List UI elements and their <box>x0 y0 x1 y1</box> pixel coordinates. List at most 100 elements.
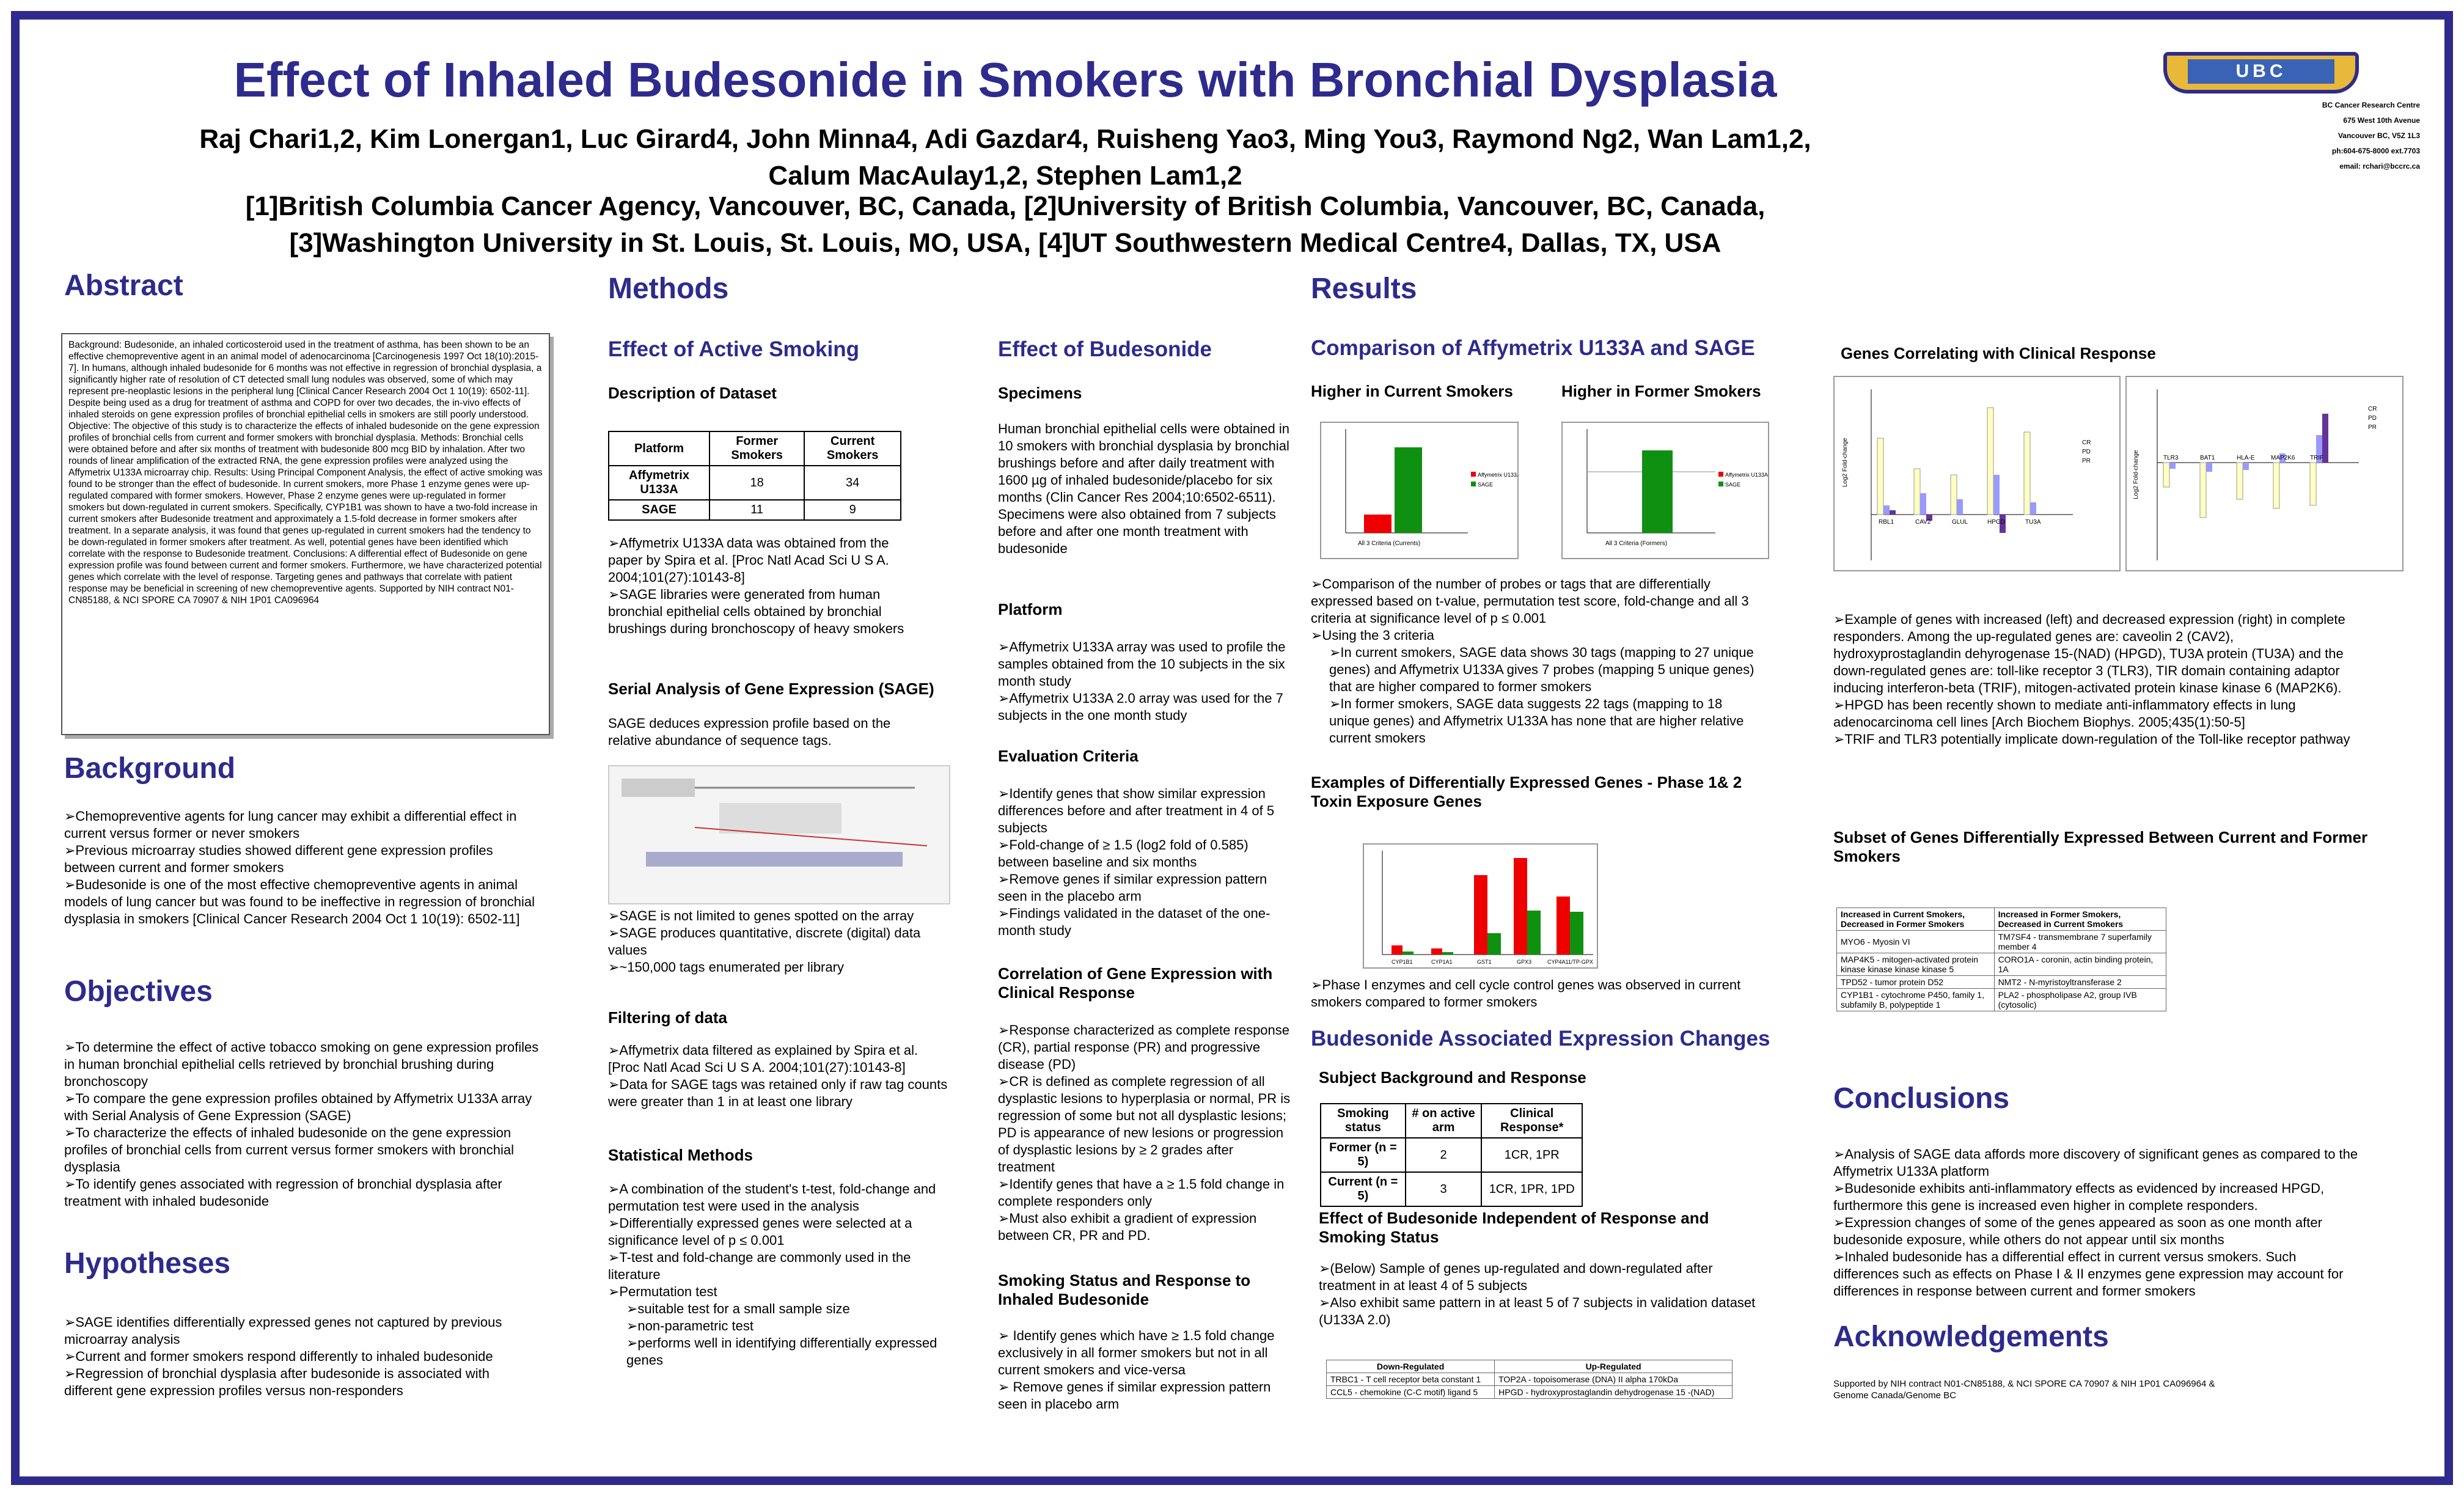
list-item: ➢Comparison of the number of probes or t… <box>1311 576 1749 626</box>
list-item: ➢Affymetrix data filtered as explained b… <box>608 1043 919 1075</box>
poster-frame <box>11 11 2453 1485</box>
table-cell: CORO1A - coronin, actin binding protein,… <box>1993 953 2167 976</box>
legend-pd: PD <box>2368 415 2377 422</box>
address-line: ph:604-675-8000 ext.7703 <box>2331 147 2420 155</box>
legend-pr: PR <box>2368 424 2377 431</box>
clinical-heading: Genes Correlating with Clinical Response <box>1841 344 2156 362</box>
status-heading: Smoking Status and Response to Inhaled B… <box>998 1271 1251 1308</box>
table-cell: MYO6 - Myosin VI <box>1836 930 1995 953</box>
sage-list: ➢SAGE is not limited to genes spotted on… <box>608 908 950 976</box>
table-cell: TOP2A - topoisomerase (DNA) II alpha 170… <box>1494 1373 1733 1386</box>
objectives-heading: Objectives <box>64 975 213 1008</box>
tick-label: GLUL <box>1952 519 1968 526</box>
current-x-label: All 3 Criteria (Currents) <box>1358 540 1420 547</box>
table-cell: CCL5 - chemokine (C-C motif) ligand 5 <box>1326 1385 1495 1399</box>
table-cell: 9 <box>804 499 901 521</box>
list-item: ➢To identify genes associated with regre… <box>64 1176 502 1209</box>
table-cell: 1CR, 1PR <box>1481 1137 1583 1173</box>
platform-heading: Platform <box>998 600 1063 618</box>
higher-current-heading: Higher in Current Smokers <box>1311 382 1513 400</box>
authors-line2: Calum MacAulay1,2, Stephen Lam1,2 <box>768 161 1242 191</box>
subject-table: Smoking status # on active arm Clinical Re… <box>1320 1103 1583 1207</box>
tick-label: GST1 <box>1477 959 1492 965</box>
abstract-box: Background: Budesonide, an inhaled corti… <box>61 333 550 735</box>
tick-label: HPGD <box>1987 519 2005 526</box>
list-item: ➢To compare the gene expression profiles… <box>64 1091 532 1123</box>
list-item: ➢Affymetrix U133A data was obtained from… <box>608 535 889 585</box>
legend-aff: Affymetrix U133A <box>1725 472 1768 478</box>
contact-address: BC Cancer Research Centre 675 West 10th A… <box>2157 98 2420 174</box>
platform-list: ➢Affymetrix U133A array was used to prof… <box>998 639 1291 724</box>
table-cell: Current (n = 5) <box>1320 1172 1406 1207</box>
list-item: ➢Current and former smokers respond diff… <box>64 1349 493 1364</box>
address-line: BC Cancer Research Centre <box>2322 101 2420 109</box>
clinical-up-svg: Log2 Fold-change RBL1 CAV2 GLUL HPGD TU3A CR… <box>1842 389 2091 560</box>
clinical-list: ➢Example of genes with increased (left) … <box>1833 611 2359 748</box>
budesonide-heading: Effect of Budesonide <box>998 337 1212 361</box>
list-item: ➢SAGE libraries were generated from huma… <box>608 587 904 636</box>
list-item: ➢SAGE produces quantitative, discrete (d… <box>608 925 921 958</box>
table-header: Increased in Former Smokers, Decreased i… <box>1993 908 2167 931</box>
tick-label: TRIF <box>2310 455 2323 461</box>
list-item: ➢non-parametric test <box>626 1318 754 1333</box>
independent-heading: Effect of Budesonide Independent of Resp… <box>1319 1209 1709 1246</box>
tick-label: BAT1 <box>2200 455 2215 461</box>
list-item: ➢Budesonide is one of the most effective… <box>64 877 535 926</box>
list-item: ➢TRIF and TLR3 potentially implicate dow… <box>1833 732 2350 747</box>
affil-line1: [1]British Columbia Cancer Agency, Vanco… <box>245 191 1766 221</box>
background-heading: Background <box>64 752 236 785</box>
toxin-genes-chart: CYP1B1 CYP1A1 GST1 GPX3 CYP4A11/TP-GPX <box>1363 843 1598 969</box>
table-cell: 11 <box>709 499 805 521</box>
budesonide-changes-heading: Budesonide Associated Expression Changes <box>1311 1027 1770 1050</box>
logo-text: UBC <box>2188 59 2334 84</box>
list-item: ➢To determine the effect of active tobac… <box>64 1040 539 1089</box>
tick-label: CAV2 <box>1915 519 1931 526</box>
background-list: ➢Chemopreventive agents for lung cancer … <box>64 808 547 928</box>
subject-heading: Subject Background and Response <box>1319 1068 1586 1087</box>
subset-heading: Subset of Genes Differentially Expressed… <box>1833 828 2368 865</box>
tick-label: TU3A <box>2025 519 2041 526</box>
list-item: ➢Expression changes of some of the genes… <box>1833 1215 2322 1247</box>
table-row: Current (n = 5) 3 1CR, 1PR, 1PD <box>1320 1172 1583 1207</box>
list-item: ➢Example of genes with increased (left) … <box>1833 612 2345 695</box>
legend-sage: SAGE <box>1725 482 1740 488</box>
table-cell: MAP4K5 - mitogen-activated protein kinas… <box>1836 953 1995 976</box>
toxin-chart-svg: CYP1B1 CYP1A1 GST1 GPX3 CYP4A11/TP-GPX <box>1382 851 1593 965</box>
table-row: MYO6 - Myosin VI TM7SF4 - transmembrane 7… <box>1836 930 2167 953</box>
table-row: TPD52 - tumor protein D52 NMT2 - N-myrist… <box>1836 975 2167 989</box>
sage-heading: Serial Analysis of Gene Expression (SAGE… <box>608 680 934 698</box>
higher-former-heading: Higher in Former Smokers <box>1561 382 1761 400</box>
table-row: CCL5 - chemokine (C-C motif) ligand 5 HPG… <box>1326 1385 1733 1399</box>
dataset-heading: Description of Dataset <box>608 384 777 402</box>
evaluation-heading: Evaluation Criteria <box>998 747 1138 765</box>
table-row: CYP1B1 - cytochrome P450, family 1, subf… <box>1836 988 2167 1011</box>
table-cell: CYP1B1 - cytochrome P450, family 1, subf… <box>1836 988 1995 1011</box>
list-item: ➢Identify genes that have a ≥ 1.5 fold c… <box>998 1176 1285 1209</box>
table-row: Smoking status # on active arm Clinical Re… <box>1320 1103 1583 1138</box>
bar-sage <box>1395 447 1422 533</box>
status-list: ➢ Identify genes which have ≥ 1.5 fold c… <box>998 1327 1291 1413</box>
tick-label: CYP1B1 <box>1392 959 1413 965</box>
table-cell: 18 <box>709 465 805 501</box>
table-header: Clinical Response* <box>1481 1103 1583 1138</box>
list-item: ➢Previous microarray studies showed diff… <box>64 843 493 875</box>
former-chart-svg: All 3 Criteria (Formers) Affymetrix U133… <box>1586 429 1768 547</box>
objectives-list: ➢To determine the effect of active tobac… <box>64 1039 547 1210</box>
sage-text: SAGE deduces expression profile based on… <box>608 716 891 748</box>
table-header: Former Smokers <box>709 431 805 466</box>
list-item: ➢To characterize the effects of inhaled … <box>64 1125 515 1175</box>
active-smoking-heading: Effect of Active Smoking <box>608 337 859 361</box>
list-item: ➢Findings validated in the dataset of th… <box>998 906 1270 938</box>
acknowledgements-text: Supported by NIH contract N01-CN85188, &… <box>1833 1379 2215 1401</box>
table-cell: TPD52 - tumor protein D52 <box>1836 975 1995 989</box>
poster-title: Effect of Inhaled Budesonide in Smokers … <box>233 53 1777 107</box>
list-item: ➢Budesonide exhibits anti-inflammatory e… <box>1833 1181 2325 1213</box>
list-item: ➢Chemopreventive agents for lung cancer … <box>64 809 517 841</box>
list-item: ➢Remove genes if similar expression patt… <box>998 871 1267 904</box>
statistical-heading: Statistical Methods <box>608 1146 753 1164</box>
table-cell: 1CR, 1PR, 1PD <box>1481 1172 1583 1207</box>
list-item: ➢Using the 3 criteria <box>1311 628 1434 643</box>
list-item: ➢suitable test for a small sample size <box>626 1301 850 1316</box>
list-item: ➢Data for SAGE tags was retained only if… <box>608 1077 948 1109</box>
comparison-heading: Comparison of Affymetrix U133A and SAGE <box>1311 336 1755 360</box>
